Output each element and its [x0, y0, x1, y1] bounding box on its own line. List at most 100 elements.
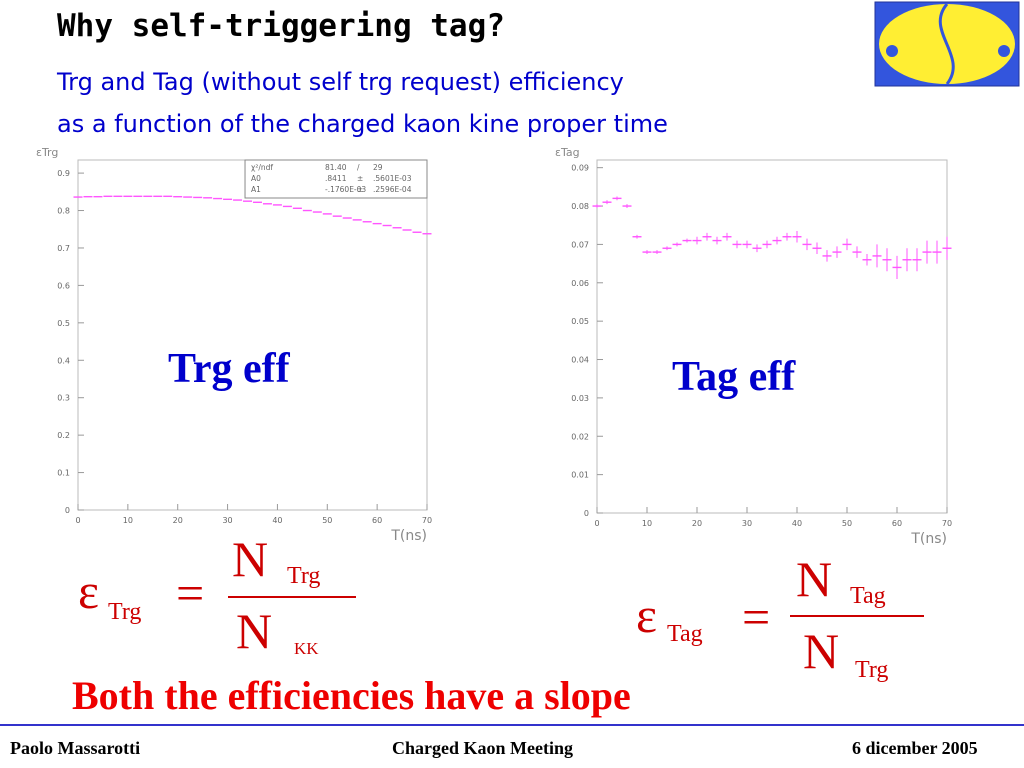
- data-point: [672, 243, 682, 246]
- formula-subscript: KK: [294, 639, 319, 658]
- footer-rule: [0, 724, 1024, 726]
- data-point: [382, 224, 392, 227]
- x-tick-label: 60: [892, 519, 902, 528]
- y-tick-label: 0.01: [571, 471, 589, 480]
- data-point: [612, 197, 622, 200]
- formula-denominator: N: [803, 623, 840, 679]
- data-point: [352, 219, 362, 221]
- plots: 0 0.1 0.2 0.3 0.4 0.5 0.6 0.7 0.8 0.9 0 10 20 30 40 50 6…: [36, 146, 952, 547]
- formula-equals: =: [176, 565, 205, 621]
- formula-subscript: Trg: [855, 657, 889, 683]
- formula-numerator: N: [232, 531, 269, 587]
- data-point: [133, 195, 143, 198]
- x-tick-label: 20: [692, 519, 702, 528]
- data-point: [762, 243, 772, 246]
- formula-subscript: Tag: [850, 583, 886, 609]
- data-point: [712, 239, 722, 242]
- stats-text: .5601E-03: [373, 174, 412, 183]
- stats-text: 81.40: [325, 163, 347, 172]
- data-point: [852, 251, 862, 253]
- formula-symbol: ε: [78, 563, 99, 619]
- data-point: [652, 251, 662, 253]
- x-tick-label: 30: [742, 519, 752, 528]
- y-tick-label: 0.05: [571, 317, 589, 326]
- x-tick-label: 30: [222, 516, 232, 525]
- y-tick-label: 0.8: [57, 207, 70, 216]
- data-point: [942, 247, 952, 249]
- data-point: [183, 196, 193, 198]
- data-point: [93, 195, 103, 198]
- data-point: [702, 236, 712, 238]
- data-point: [832, 251, 842, 253]
- data-point: [243, 200, 253, 202]
- x-tick-label: 10: [123, 516, 133, 525]
- data-point: [392, 227, 402, 229]
- data-point: [602, 201, 612, 203]
- x-tick-label: 40: [272, 516, 282, 525]
- subtitle: Trg and Tag (without self trg request) e…: [57, 68, 624, 96]
- data-point: [912, 259, 922, 261]
- plot-frame: [596, 159, 948, 514]
- data-point: [312, 211, 322, 213]
- data-point: [203, 197, 213, 199]
- data-point: [862, 259, 872, 261]
- y-tick-label: 0.9: [57, 169, 70, 178]
- data-point: [412, 231, 422, 233]
- x-tick-label: 0: [75, 516, 80, 525]
- data-point: [73, 196, 83, 198]
- x-tick-label: 60: [372, 516, 382, 525]
- stats-text: /: [357, 163, 360, 172]
- data-point: [272, 204, 282, 206]
- x-axis-label: T(ns): [390, 528, 427, 544]
- annotation: Tag eff: [672, 354, 796, 400]
- stats-text: A1: [251, 185, 261, 194]
- data-point: [872, 255, 882, 257]
- stats-text: -.1760E-03: [325, 185, 366, 194]
- data-point: [622, 205, 632, 207]
- data-point: [173, 195, 183, 198]
- x-axis-label: T(ns): [910, 531, 947, 547]
- data-point: [782, 236, 792, 238]
- data-point: [322, 213, 332, 215]
- data-point: [722, 236, 732, 238]
- data-point: [822, 255, 832, 257]
- fraction-bar: [228, 596, 356, 598]
- x-tick-label: 50: [842, 519, 852, 528]
- data-point: [662, 247, 672, 249]
- y-tick-label: 0.03: [571, 394, 589, 403]
- y-tick-label: 0.02: [571, 432, 589, 441]
- x-tick-label: 70: [422, 516, 432, 525]
- data-point: [83, 195, 93, 198]
- y-tick-label: 0.09: [571, 164, 589, 173]
- footer-event: Charged Kaon Meeting: [392, 738, 573, 758]
- data-point: [282, 205, 292, 208]
- data-point: [223, 198, 233, 201]
- data-point: [163, 195, 173, 198]
- data-point: [692, 239, 702, 242]
- data-point: [802, 243, 812, 246]
- data-point: [262, 203, 272, 205]
- x-tick-label: 20: [173, 516, 183, 525]
- y-tick-label: 0.08: [571, 202, 589, 211]
- data-point: [332, 215, 342, 217]
- data-point: [123, 195, 133, 198]
- data-point: [193, 196, 203, 199]
- data-point: [153, 195, 163, 198]
- y-tick-label: 0: [584, 509, 589, 518]
- slide-title: Why self-triggering tag?: [57, 8, 505, 44]
- formula-subscript: Trg: [108, 599, 142, 625]
- y-tick-label: 0.2: [57, 431, 70, 440]
- formula-denominator: N: [236, 603, 273, 659]
- data-point: [402, 229, 412, 231]
- data-point: [213, 197, 223, 200]
- subtitle: as a function of the charged kaon kine p…: [57, 110, 668, 138]
- stats-text: ±: [357, 174, 363, 183]
- data-point: [103, 195, 113, 198]
- data-point: [812, 247, 822, 249]
- x-tick-label: 0: [594, 519, 599, 528]
- formula-numerator: N: [796, 551, 833, 607]
- conclusion: Both the efficiencies have a slope: [72, 673, 631, 718]
- formula-equals: =: [742, 589, 771, 645]
- annotation: Trg eff: [168, 346, 291, 392]
- data-point: [932, 251, 942, 253]
